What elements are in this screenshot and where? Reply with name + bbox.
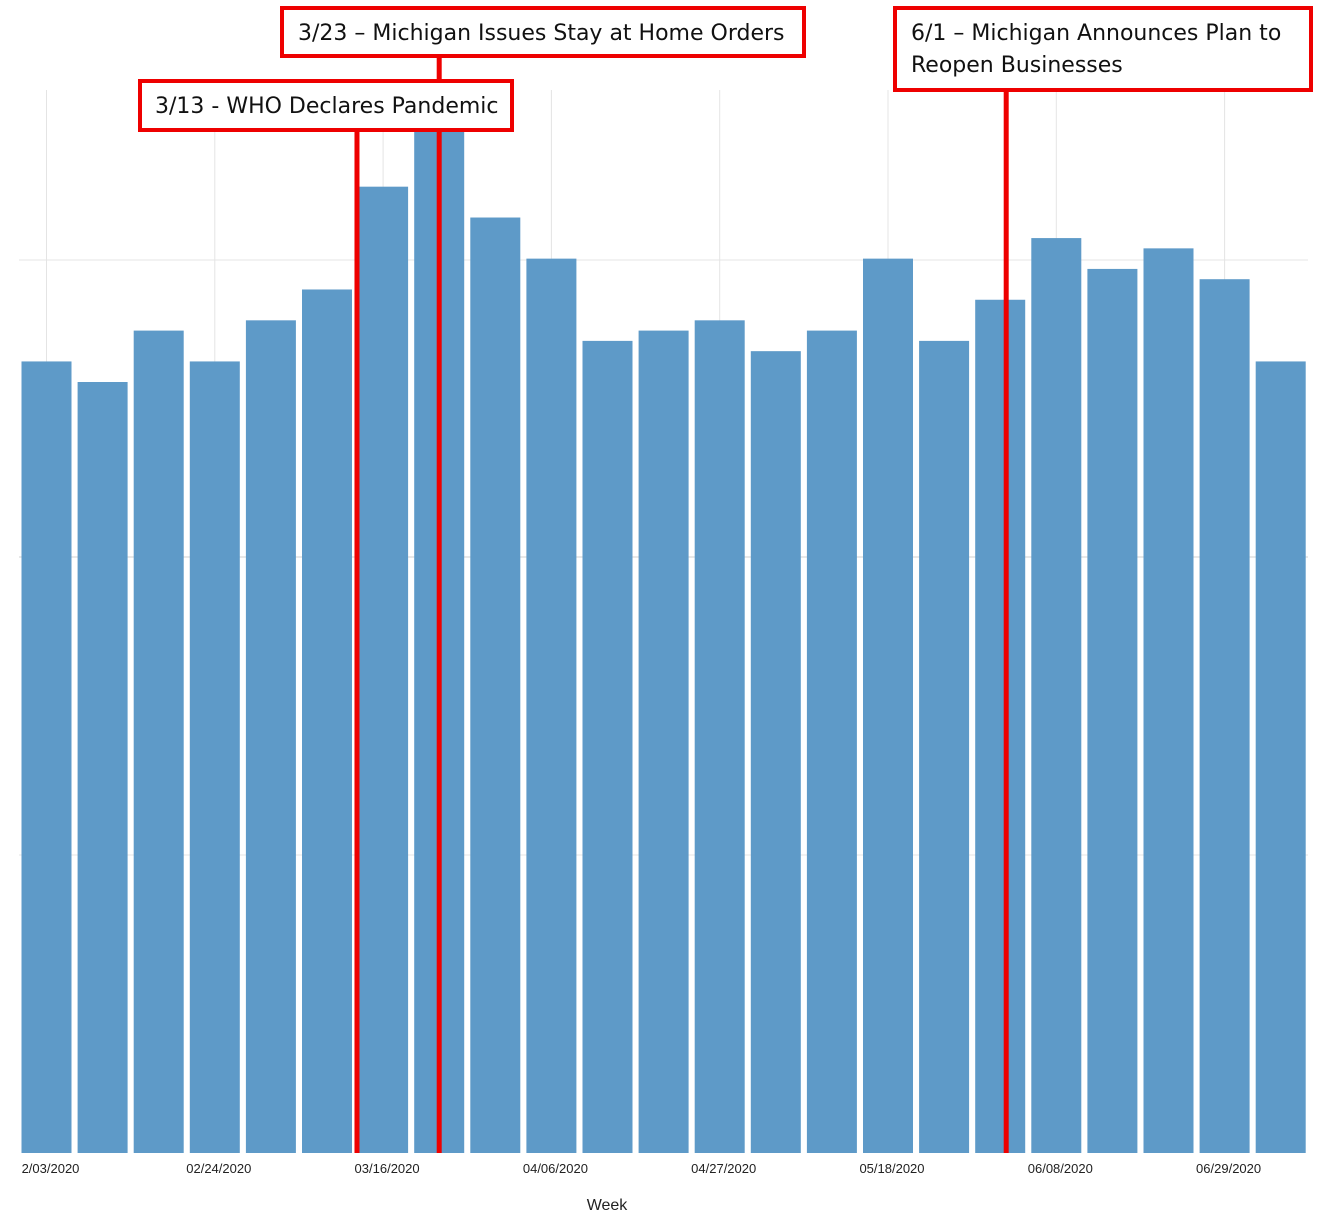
bar [694, 320, 745, 1153]
annotation-box-reopen [893, 6, 1313, 92]
annotation-text-who: 3/13 - WHO Declares Pandemic [155, 94, 499, 119]
x-tick-label: 02/24/2020 [186, 1161, 251, 1176]
bar [133, 330, 184, 1154]
bars [21, 125, 1306, 1154]
bar [582, 340, 633, 1153]
bar [470, 217, 521, 1153]
x-tick-label: 05/18/2020 [859, 1161, 924, 1176]
bar [863, 258, 913, 1153]
bar [638, 330, 689, 1154]
bar [806, 330, 857, 1154]
bar [526, 258, 577, 1153]
x-tick-label: 2/03/2020 [22, 1161, 80, 1176]
x-tick-label: 04/06/2020 [523, 1161, 588, 1176]
x-tick-label: 06/08/2020 [1028, 1161, 1093, 1176]
annotations: 3/23 – Michigan Issues Stay at Home Orde… [138, 6, 1313, 1153]
x-axis-title: Week [587, 1197, 629, 1214]
bar [358, 186, 409, 1153]
annotation-text-stay-home: 3/23 – Michigan Issues Stay at Home Orde… [298, 21, 785, 46]
annotation-text-reopen-line1: 6/1 – Michigan Announces Plan to [911, 21, 1281, 46]
annotation-box-who [138, 79, 514, 132]
x-tick-labels: 2/03/2020 02/24/2020 03/16/2020 04/06/2020 0… [22, 1161, 1262, 1176]
bar [919, 340, 970, 1153]
x-tick-label: 06/29/2020 [1196, 1161, 1261, 1176]
annotation-text-reopen-line2: Reopen Businesses [911, 53, 1123, 78]
bar [975, 299, 1026, 1153]
x-tick-label: 03/16/2020 [355, 1161, 420, 1176]
bar [302, 289, 352, 1154]
bar [21, 361, 72, 1153]
annotation-box-stay-home [280, 6, 806, 58]
bar [1143, 248, 1194, 1154]
bar [1199, 279, 1250, 1153]
bar [245, 320, 296, 1153]
bar [1255, 361, 1306, 1153]
bar [77, 382, 128, 1153]
bar [1031, 238, 1082, 1153]
bar [189, 361, 240, 1153]
bar [750, 351, 801, 1153]
bar [1087, 268, 1138, 1153]
x-tick-label: 04/27/2020 [691, 1161, 756, 1176]
